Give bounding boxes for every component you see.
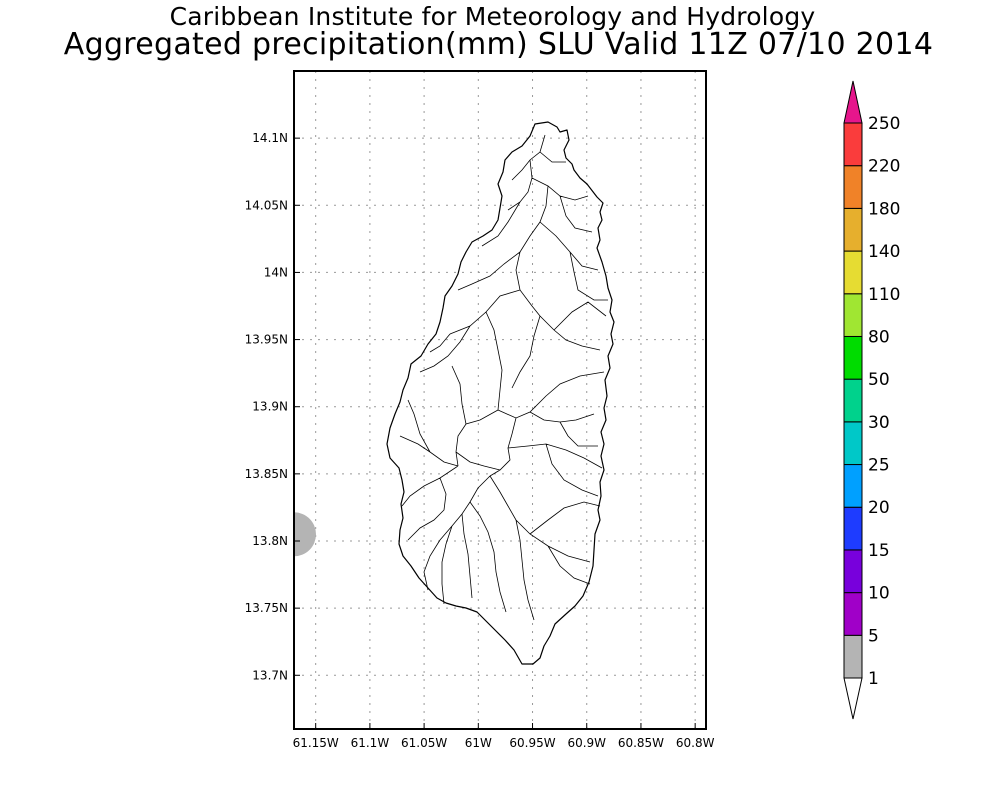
colorbar-box: [843, 207, 863, 252]
saint-lucia-island: [386, 121, 615, 665]
colorbar-label: 110: [868, 285, 900, 305]
colorbar-box: [843, 378, 863, 423]
chart-title: Caribbean Institute for Meteorology and …: [169, 2, 816, 31]
colorbar-label: 180: [868, 199, 900, 219]
colorbar-label: 220: [868, 157, 900, 177]
y-tick-label: 14.1N: [252, 131, 288, 145]
colorbar-box: [843, 165, 863, 209]
y-axis: 14.1N 14.05N 14N 13.95N 13.9N 13.85N 13.8N 13.7…: [245, 131, 300, 682]
colorbar-label: 50: [868, 370, 890, 390]
x-tick-label: 61.1W: [351, 736, 390, 750]
chart-subtitle: Aggregated precipitation(mm) SLU Valid 1…: [63, 27, 934, 62]
y-tick-label: 14.05N: [245, 198, 288, 212]
colorbar-label: 25: [868, 456, 890, 476]
colorbar-lower-triangle: [843, 677, 863, 720]
colorbar-box: [843, 293, 863, 337]
y-tick-label: 13.75N: [245, 601, 288, 615]
colorbar-label: 250: [868, 114, 900, 134]
x-tick-label: 60.85W: [618, 736, 664, 750]
x-axis: 61.15W 61.1W 61.05W 61W 60.95W 60.9W 60.85W 60.…: [293, 723, 715, 750]
colorbar-label: 5: [868, 626, 879, 646]
colorbar-box: [843, 634, 863, 679]
colorbar-box: [843, 335, 863, 380]
colorbar-label: 1: [868, 669, 879, 689]
x-tick-label: 61W: [465, 736, 492, 750]
x-tick-label: 61.15W: [293, 736, 339, 750]
colorbar-box: [843, 549, 863, 594]
y-tick-label: 13.8N: [252, 534, 288, 548]
watershed-boundaries: [399, 134, 608, 621]
colorbar-label: 30: [868, 413, 890, 433]
map-frame: [293, 70, 707, 730]
colorbar-label: 10: [868, 584, 890, 604]
x-tick-label: 60.8W: [676, 736, 715, 750]
map-grid: [294, 71, 706, 729]
colorbar-box: [843, 592, 863, 636]
colorbar-label: 15: [868, 541, 890, 561]
precip-area-1-5mm: [294, 512, 316, 557]
y-tick-label: 13.9N: [252, 400, 288, 414]
x-tick-label: 60.95W: [509, 736, 555, 750]
colorbar-box: [843, 250, 863, 295]
island-outline: [386, 121, 615, 665]
y-tick-label: 13.85N: [245, 467, 288, 481]
y-tick-label: 14N: [264, 265, 288, 279]
colorbar-box: [843, 506, 863, 551]
colorbar-box: [843, 122, 863, 167]
colorbar-label: 80: [868, 327, 890, 347]
y-tick-label: 13.95N: [245, 333, 288, 347]
colorbar-upper-triangle: [843, 80, 863, 124]
x-tick-label: 60.9W: [567, 736, 606, 750]
colorbar-label: 140: [868, 242, 900, 262]
y-tick-label: 13.7N: [252, 668, 288, 682]
colorbar-label: 20: [868, 498, 890, 518]
colorbar-box: [843, 421, 863, 466]
x-tick-label: 61.05W: [401, 736, 447, 750]
colorbar-box: [843, 464, 863, 508]
